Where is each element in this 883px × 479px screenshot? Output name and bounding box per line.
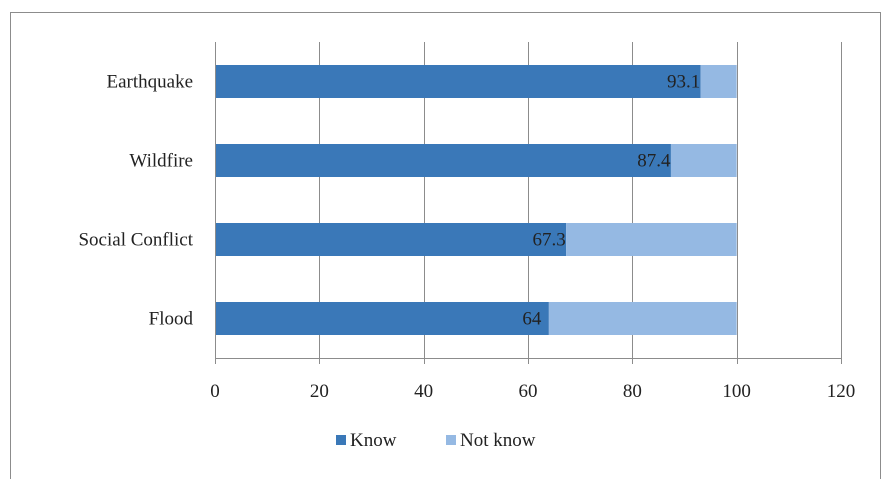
data-label-earthquake: 93.1 bbox=[667, 72, 700, 93]
legend-label-know: Know bbox=[350, 430, 397, 451]
x-tick-label-80: 80 bbox=[623, 381, 642, 402]
bar-wildfire-not-know bbox=[671, 144, 737, 177]
category-label-social-conflict: Social Conflict bbox=[78, 230, 193, 251]
bar-earthquake-not-know bbox=[701, 65, 737, 98]
x-tick-label-120: 120 bbox=[827, 381, 856, 402]
bar-social-conflict-not-know bbox=[566, 223, 737, 256]
legend: Know Not know bbox=[336, 430, 536, 451]
category-label-wildfire: Wildfire bbox=[129, 151, 193, 172]
legend-swatch-not-know bbox=[446, 435, 456, 445]
data-label-flood: 64 bbox=[522, 309, 542, 330]
bars bbox=[215, 65, 737, 335]
x-tick-label-60: 60 bbox=[519, 381, 538, 402]
x-tick-label-0: 0 bbox=[210, 381, 220, 402]
bar-social-conflict-know bbox=[215, 223, 566, 256]
bar-wildfire-know bbox=[215, 144, 671, 177]
legend-label-not-know: Not know bbox=[460, 430, 536, 451]
data-labels: 93.1 87.4 67.3 64 bbox=[522, 72, 700, 330]
data-label-social-conflict: 67.3 bbox=[532, 230, 565, 251]
category-label-earthquake: Earthquake bbox=[106, 72, 193, 93]
x-tick-labels: 0 20 40 60 80 100 120 bbox=[210, 381, 855, 402]
x-tick-label-40: 40 bbox=[414, 381, 433, 402]
bar-earthquake-know bbox=[215, 65, 701, 98]
category-label-flood: Flood bbox=[149, 309, 194, 330]
category-labels: Earthquake Wildfire Social Conflict Flood bbox=[78, 72, 193, 330]
bar-flood-know bbox=[215, 302, 549, 335]
x-tick-label-100: 100 bbox=[722, 381, 751, 402]
legend-swatch-know bbox=[336, 435, 346, 445]
bar-flood-not-know bbox=[549, 302, 737, 335]
x-tick-label-20: 20 bbox=[310, 381, 329, 402]
data-label-wildfire: 87.4 bbox=[637, 151, 671, 172]
